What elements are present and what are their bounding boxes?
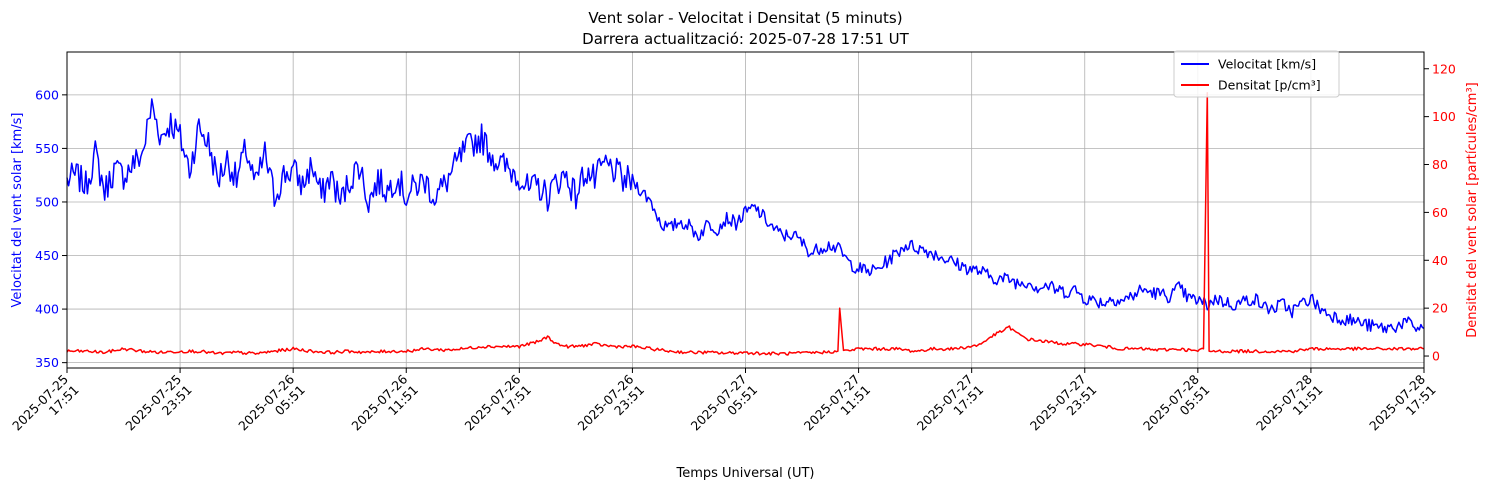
y-left-tick-label: 500 xyxy=(35,194,59,209)
x-axis-label: Temps Universal (UT) xyxy=(675,466,814,481)
y-left-tick-label: 450 xyxy=(35,248,59,263)
x-axis: 2025-07-2517:51 2025-07-2523:51 2025-07-26… xyxy=(9,368,1439,445)
y-right-axis-label: Densitat del vent solar [partícules/cm³] xyxy=(1465,82,1480,337)
chart-subtitle: Darrera actualització: 2025-07-28 17:51 … xyxy=(582,30,909,48)
x-tick-label: 2025-07-2605:51 xyxy=(235,371,308,444)
legend-label-velocitat: Velocitat [km/s] xyxy=(1218,57,1316,72)
x-tick-label: 2025-07-2617:51 xyxy=(461,371,534,444)
series-line-densitat-p-cm xyxy=(66,91,1425,356)
x-tick-label: 2025-07-2811:51 xyxy=(1253,371,1326,444)
legend-box xyxy=(1173,50,1340,98)
x-tick-label: 2025-07-2611:51 xyxy=(348,371,421,444)
x-tick-label: 2025-07-2711:51 xyxy=(801,372,874,445)
y-left-axis-label: Velocitat del vent solar [km/s] xyxy=(10,113,25,308)
y-left-tick-label: 600 xyxy=(35,87,59,102)
y-right-tick-label: 80 xyxy=(1432,157,1448,172)
y-left-tick-label: 350 xyxy=(35,355,59,370)
x-tick-label: 2025-07-2723:51 xyxy=(1027,372,1100,445)
legend-label-densitat: Densitat [p/cm³] xyxy=(1218,78,1321,93)
left-axis: 350 400 450 500 550 600 xyxy=(35,87,67,370)
x-tick-label: 2025-07-2817:51 xyxy=(1366,371,1439,444)
grid xyxy=(66,52,1425,368)
right-axis: 0 20 40 60 80 100 120 xyxy=(1424,61,1456,364)
y-right-tick-label: 0 xyxy=(1432,349,1440,364)
x-tick-label: 2025-07-2805:51 xyxy=(1140,371,1213,444)
legend: Velocitat [km/s] Densitat [p/cm³] xyxy=(1173,50,1340,98)
series-lines xyxy=(66,91,1425,356)
x-tick-label: 2025-07-2623:51 xyxy=(575,371,648,444)
x-tick-label: 2025-07-2717:51 xyxy=(914,372,987,445)
y-right-tick-label: 100 xyxy=(1432,109,1456,124)
y-right-tick-label: 20 xyxy=(1432,301,1448,316)
x-tick-label: 2025-07-2705:51 xyxy=(688,372,761,445)
y-right-tick-label: 120 xyxy=(1432,61,1456,76)
series-line-velocitat-km-s xyxy=(66,98,1425,334)
y-right-tick-label: 40 xyxy=(1432,253,1448,268)
y-left-tick-label: 400 xyxy=(35,302,59,317)
chart-title: Vent solar - Velocitat i Densitat (5 min… xyxy=(588,9,902,27)
x-tick-label: 2025-07-2517:51 xyxy=(9,372,82,445)
x-tick-label: 2025-07-2523:51 xyxy=(122,372,195,445)
y-left-tick-label: 550 xyxy=(35,141,59,156)
y-right-tick-label: 60 xyxy=(1432,205,1448,220)
